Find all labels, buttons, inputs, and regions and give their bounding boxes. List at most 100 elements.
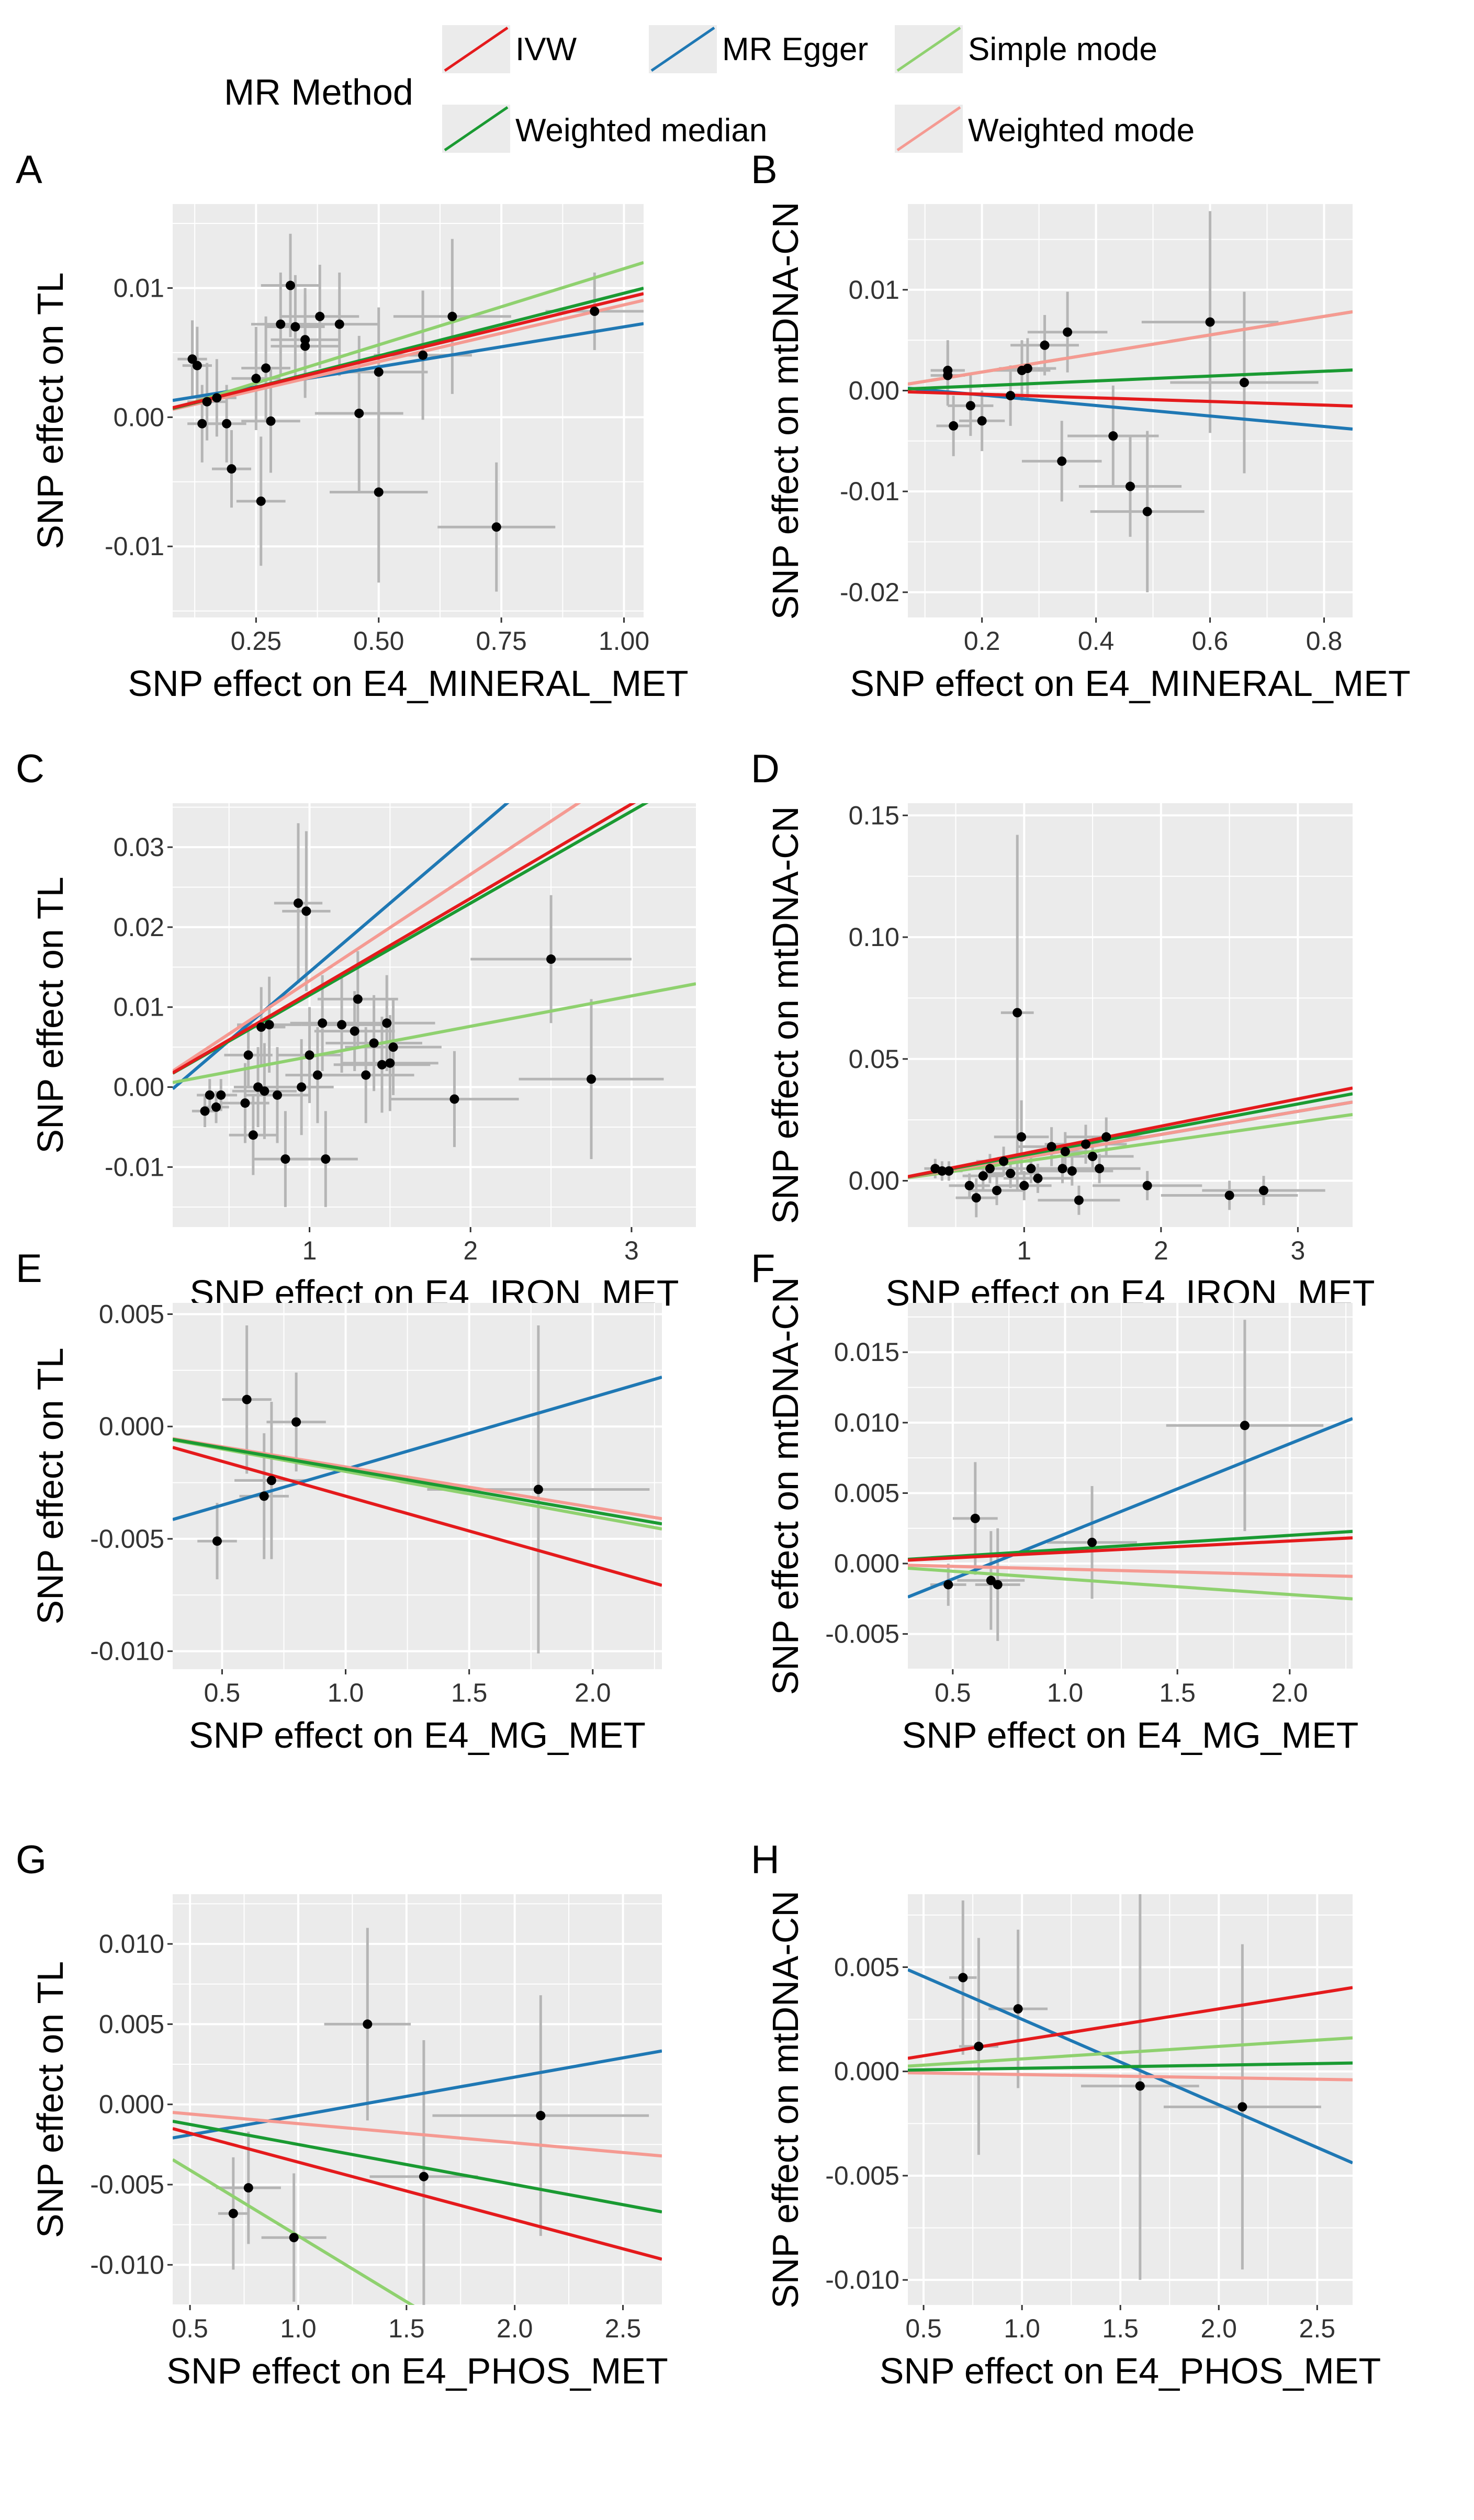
- snp-point: [363, 2019, 373, 2029]
- snp-point: [1142, 507, 1152, 516]
- snp-point: [1013, 2004, 1023, 2014]
- legend-label-weighted-median: Weighted median: [515, 113, 767, 149]
- x-tick-label: 2.0: [575, 1678, 611, 1707]
- y-tick-label: -0.005: [825, 2161, 899, 2190]
- regression-line-wmedian: [173, 1437, 662, 1526]
- snp-point: [197, 419, 207, 429]
- snp-point: [212, 1536, 222, 1546]
- snp-point: [1060, 1146, 1070, 1156]
- snp-point: [491, 522, 501, 532]
- y-tick-label: -0.02: [840, 578, 899, 607]
- snp-point: [361, 1070, 371, 1080]
- snp-point: [350, 1026, 359, 1036]
- snp-point: [291, 1417, 301, 1427]
- panel-letter: H: [751, 1838, 780, 1882]
- snp-point: [1081, 1139, 1090, 1149]
- snp-point: [418, 350, 428, 360]
- snp-point: [1108, 431, 1118, 441]
- x-axis-label: SNP effect on E4_PHOS_MET: [880, 2350, 1381, 2391]
- snp-point: [248, 1130, 258, 1140]
- snp-point: [1057, 456, 1067, 466]
- snp-point: [587, 1074, 596, 1084]
- snp-point: [276, 319, 286, 329]
- y-tick-label: 0.02: [114, 913, 164, 942]
- y-axis-label: SNP effect on TL: [30, 272, 71, 549]
- y-axis-label: SNP effect on mtDNA-CN: [765, 806, 806, 1224]
- data-marks: [173, 233, 644, 592]
- snp-point: [1033, 1173, 1043, 1183]
- legend-key-simple-mode: Simple mode: [895, 25, 1157, 73]
- regression-line-ivw: [173, 2127, 662, 2261]
- y-tick-label: -0.010: [825, 2265, 899, 2294]
- y-axis-label: SNP effect on mtDNA-CN: [765, 202, 806, 620]
- y-tick-label: 0.015: [834, 1337, 899, 1367]
- y-tick-label: 0.15: [849, 801, 899, 830]
- plot-background: [908, 1303, 1353, 1669]
- snp-point: [419, 2172, 429, 2181]
- gridlines: [173, 1303, 662, 1669]
- snp-point: [1239, 378, 1249, 388]
- snp-point: [312, 1070, 322, 1080]
- snp-point: [200, 1106, 210, 1116]
- panel-letter: C: [16, 747, 44, 791]
- snp-point: [187, 354, 197, 364]
- snp-point: [315, 311, 325, 321]
- snp-point: [1017, 1132, 1027, 1142]
- snp-point: [374, 367, 384, 377]
- snp-point: [977, 416, 987, 426]
- x-tick-label: 0.6: [1192, 626, 1229, 656]
- data-marks: [173, 1325, 662, 1653]
- x-tick-label: 1.5: [1102, 2314, 1139, 2343]
- snp-point: [305, 1050, 314, 1060]
- snp-point: [388, 1042, 398, 1052]
- snp-point: [533, 1484, 543, 1494]
- legend-label-mr-egger: MR Egger: [722, 31, 868, 68]
- x-tick-label: 1.0: [1004, 2314, 1040, 2343]
- regression-line-egger: [173, 2049, 662, 2140]
- x-axis-label: SNP effect on E4_MG_MET: [189, 1715, 646, 1756]
- snp-point: [385, 1058, 395, 1068]
- regression-line-ivw: [908, 390, 1353, 408]
- legend-key-weighted-median: Weighted median: [442, 105, 767, 153]
- y-tick-label: 0.05: [849, 1044, 899, 1074]
- regression-line-simple: [908, 1112, 1353, 1179]
- x-axis-label: SNP effect on E4_MG_MET: [902, 1715, 1359, 1756]
- snp-point: [1237, 2102, 1247, 2112]
- snp-point: [205, 1090, 215, 1100]
- regression-line-simple: [173, 2158, 415, 2305]
- y-tick-label: 0.010: [834, 1408, 899, 1437]
- snp-point: [1006, 1168, 1016, 1178]
- x-tick-label: 0.2: [964, 626, 1000, 656]
- snp-point: [297, 1082, 307, 1092]
- legend-key-mr-egger: MR Egger: [649, 25, 868, 73]
- snp-point: [377, 1060, 387, 1070]
- snp-point: [334, 319, 344, 329]
- regression-line-wmode: [908, 2071, 1353, 2082]
- x-tick-label: 2.0: [1200, 2314, 1237, 2343]
- snp-point: [1101, 1132, 1111, 1142]
- snp-point: [970, 1513, 980, 1523]
- snp-point: [974, 2041, 984, 2051]
- regression-line-wmode: [173, 298, 644, 411]
- x-tick-label: 1.0: [1047, 1678, 1084, 1707]
- x-tick-label: 1.5: [388, 2314, 425, 2343]
- snp-point: [1074, 1195, 1084, 1205]
- x-tick-label: 0.25: [231, 626, 282, 656]
- x-tick-label: 3: [1290, 1236, 1305, 1265]
- snp-point: [222, 419, 232, 429]
- snp-point: [300, 335, 310, 345]
- snp-point: [993, 1580, 1003, 1590]
- snp-point: [264, 1020, 274, 1030]
- snp-point: [216, 1090, 226, 1100]
- legend: MR Method IVW MR Egger Simple mode Weigh…: [224, 25, 1195, 153]
- snp-point: [1088, 1152, 1098, 1161]
- regression-line-simple: [908, 1566, 1353, 1601]
- y-tick-label: 0.005: [99, 1299, 164, 1329]
- x-tick-label: 1: [302, 1236, 317, 1265]
- snp-point: [1006, 391, 1016, 401]
- snp-point: [300, 341, 310, 351]
- y-tick-label: 0.010: [99, 1929, 164, 1959]
- data-marks: [908, 1320, 1353, 1641]
- snp-point: [986, 1576, 996, 1585]
